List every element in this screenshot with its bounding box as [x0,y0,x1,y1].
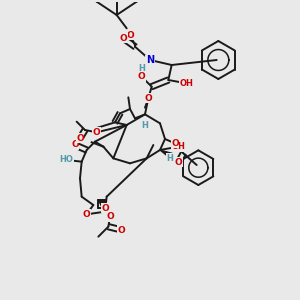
Text: HO: HO [60,155,74,164]
Text: O: O [101,204,109,213]
Text: H: H [138,64,145,73]
Text: O: O [71,140,79,149]
Text: O: O [119,34,127,43]
Text: H: H [167,154,173,163]
Text: H: H [142,121,148,130]
Text: O: O [118,226,125,235]
Polygon shape [160,150,173,158]
Text: O: O [175,158,182,167]
Text: O: O [145,94,152,103]
Polygon shape [98,200,105,206]
Text: O: O [93,128,101,137]
Text: O: O [106,212,114,221]
Text: O: O [138,72,146,81]
Text: O: O [83,210,91,219]
Text: OH: OH [180,79,194,88]
Text: OH: OH [171,142,185,151]
Text: O: O [76,134,84,143]
Text: O: O [171,139,179,148]
Text: N: N [146,55,154,65]
Text: O: O [126,31,134,40]
